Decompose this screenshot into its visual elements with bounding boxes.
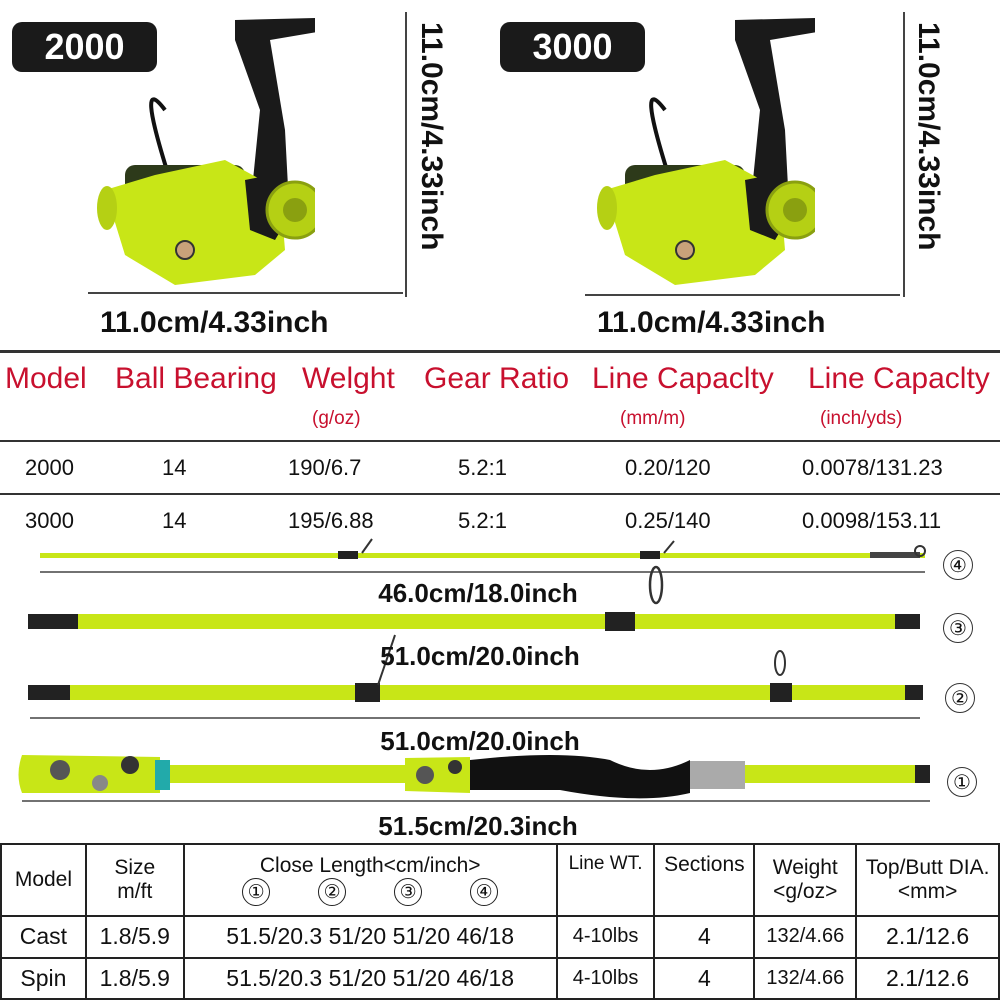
cell: 46/18 — [456, 923, 515, 950]
height-arrow — [903, 12, 905, 297]
cell: 14 — [162, 455, 187, 480]
cell: 0.0078/131.23 — [802, 455, 943, 480]
section-4-length: 46.0cm/18.0inch — [378, 578, 578, 608]
cell: 51/20 — [328, 964, 387, 991]
section-mark: ④ — [470, 878, 499, 906]
cell: 51.5/20.3 — [226, 923, 323, 950]
subheader-mm: (mm/m) — [620, 408, 686, 429]
divider — [0, 440, 1000, 442]
weight-unit: <g/oz> — [773, 880, 838, 903]
header-ball-bearing: Ball Bearing — [115, 362, 277, 395]
dia-label: Top/Butt DIA. — [865, 856, 990, 879]
cell: 190/6.7 — [288, 455, 362, 480]
cell: 1.8/5.9 — [84, 956, 185, 1000]
cell: 46/18 — [456, 964, 515, 991]
divider — [0, 493, 1000, 495]
rod-spec-table: Model Size m/ft Close Length<cm/inch> ① ② ③… — [0, 843, 1000, 1000]
header-sections: Sections — [653, 843, 756, 917]
height-arrow — [405, 12, 407, 297]
header-line-capacity-inch: Line Capaclty — [808, 362, 990, 395]
cell-close-lengths: 51.5/20.3 51/20 51/20 46/18 — [182, 956, 558, 1000]
cell: Cast — [0, 915, 87, 959]
cell: 132/4.66 — [753, 915, 858, 959]
subheader-weight: (g/oz) — [312, 408, 361, 429]
reel-width-label: 11.0cm/4.33inch — [597, 306, 826, 339]
header-close-length: Close Length<cm/inch> ① ② ③ ④ — [182, 843, 558, 917]
model-badge-2000: 2000 — [12, 22, 157, 72]
header-line-capacity-mm: Line Capaclty — [592, 362, 774, 395]
size-label: Size — [114, 856, 156, 879]
cell: 5.2:1 — [458, 455, 507, 480]
header-size: Size m/ft — [84, 843, 185, 917]
cell: 195/6.88 — [288, 508, 374, 533]
section-3-marker: ③ — [943, 613, 973, 643]
reel-image-3000 — [597, 18, 815, 285]
section-mark: ③ — [394, 878, 423, 906]
size-unit: m/ft — [117, 880, 153, 903]
dia-unit: <mm> — [897, 880, 958, 903]
table-row-cast: Cast 1.8/5.9 51.5/20.3 51/20 51/20 46/18… — [0, 915, 1000, 959]
table-header-row: Model Size m/ft Close Length<cm/inch> ① ② ③… — [0, 843, 1000, 917]
cell: 4-10lbs — [555, 956, 656, 1000]
cell: 51/20 — [392, 964, 451, 991]
cell: 2.1/12.6 — [855, 956, 1000, 1000]
cell: 2.1/12.6 — [855, 915, 1000, 959]
cell: 132/4.66 — [753, 956, 858, 1000]
section-1-length: 51.5cm/20.3inch — [378, 811, 578, 841]
cell: 1.8/5.9 — [84, 915, 185, 959]
cell: 4-10lbs — [555, 915, 656, 959]
cell: 5.2:1 — [458, 508, 507, 533]
section-mark: ① — [242, 878, 271, 906]
reel-width-label: 11.0cm/4.33inch — [100, 306, 329, 339]
rod-sections-image — [18, 538, 930, 802]
header-model: Model — [0, 843, 87, 917]
cell: 0.25/140 — [625, 508, 711, 533]
cell: 0.20/120 — [625, 455, 711, 480]
cell: 2000 — [25, 455, 74, 480]
header-dia: Top/Butt DIA. <mm> — [855, 843, 1000, 917]
divider — [0, 350, 1000, 353]
section-mark: ② — [318, 878, 347, 906]
header-weight: Weight <g/oz> — [753, 843, 858, 917]
header-model: Model — [5, 362, 87, 395]
weight-label: Weight — [772, 856, 838, 879]
cell: 4 — [653, 915, 756, 959]
reel-height-label: 11.0cm/4.33inch — [912, 22, 945, 251]
header-weight: Welght — [302, 362, 395, 395]
reel-height-label: 11.0cm/4.33inch — [415, 22, 448, 251]
cell: 4 — [653, 956, 756, 1000]
width-arrow — [585, 294, 900, 296]
cell: Spin — [0, 956, 87, 1000]
cell: 51/20 — [328, 923, 387, 950]
section-2-length: 51.0cm/20.0inch — [380, 726, 580, 756]
reel-image-2000 — [97, 18, 315, 285]
cell: 51.5/20.3 — [226, 964, 323, 991]
cell: 0.0098/153.11 — [802, 508, 942, 533]
section-1-marker: ① — [947, 767, 977, 797]
cell: 3000 — [25, 508, 74, 533]
subheader-inch: (inch/yds) — [820, 408, 903, 429]
section-4-marker: ④ — [943, 550, 973, 580]
table-row-spin: Spin 1.8/5.9 51.5/20.3 51/20 51/20 46/18… — [0, 956, 1000, 1000]
model-badge-3000: 3000 — [500, 22, 645, 72]
width-arrow — [88, 292, 403, 294]
cell-close-lengths: 51.5/20.3 51/20 51/20 46/18 — [182, 915, 558, 959]
section-3-length: 51.0cm/20.0inch — [380, 641, 580, 671]
header-gear-ratio: Gear Ratio — [424, 362, 570, 395]
section-2-marker: ② — [945, 683, 975, 713]
close-length-label: Close Length<cm/inch> — [259, 854, 481, 877]
cell: 51/20 — [392, 923, 451, 950]
header-line-wt: Line WT. — [555, 843, 656, 917]
cell: 14 — [162, 508, 187, 533]
